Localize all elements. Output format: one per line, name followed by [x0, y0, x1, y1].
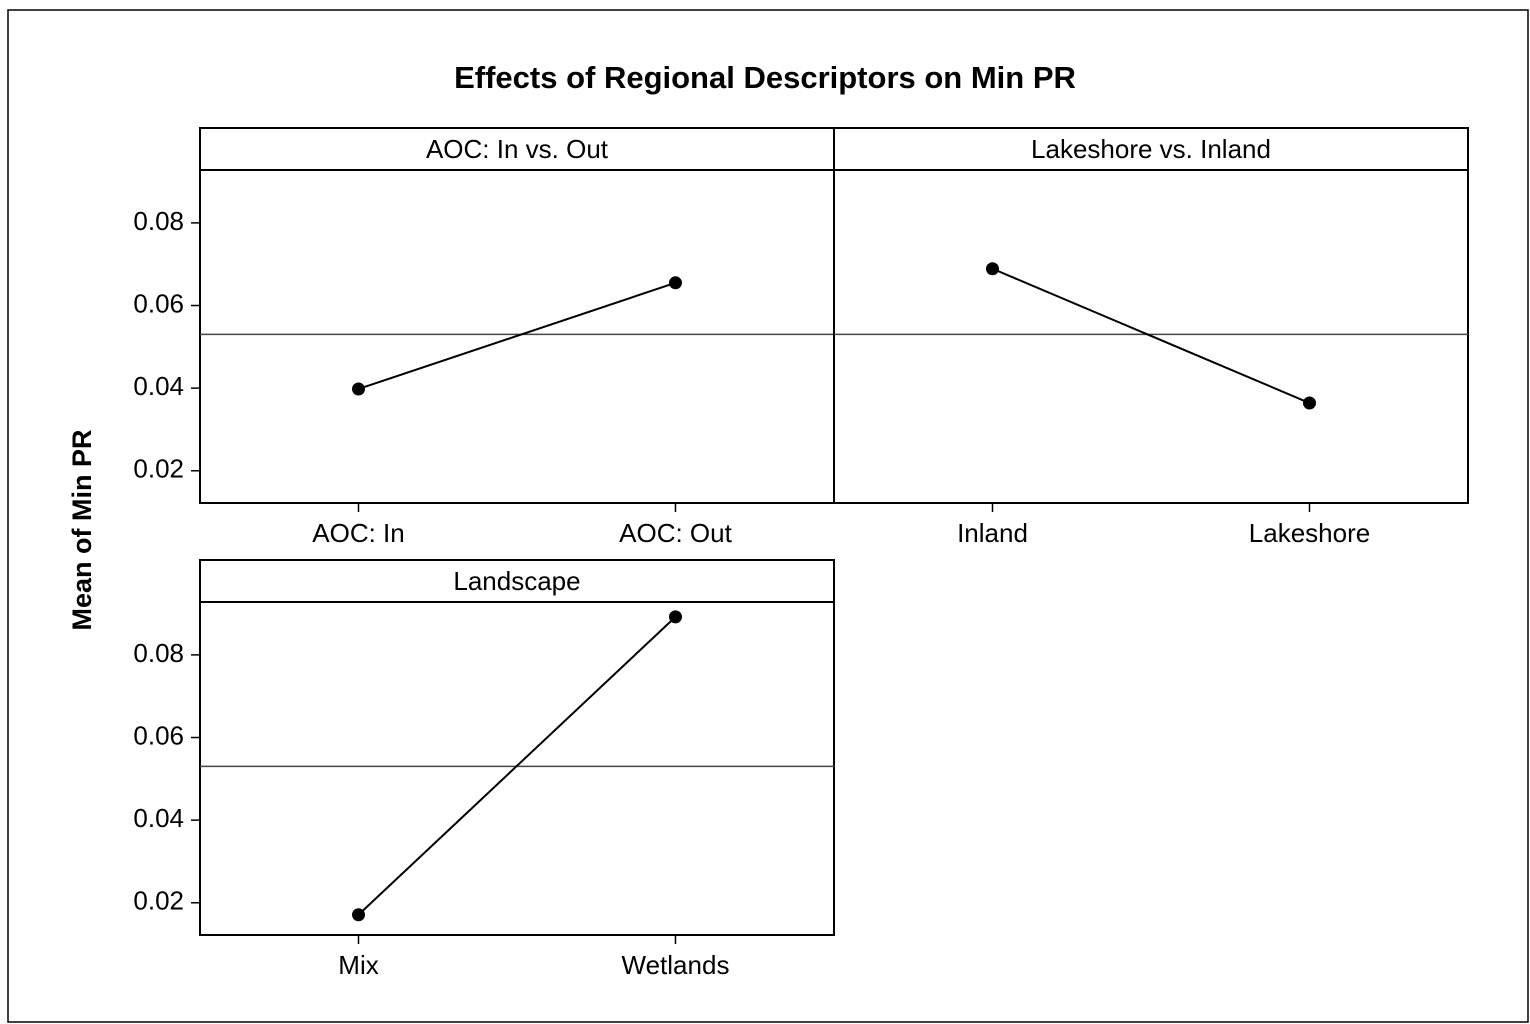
- y-tick-label: 0.02: [133, 454, 184, 484]
- y-tick-label: 0.06: [133, 720, 184, 750]
- panel-frame: [833, 169, 1469, 504]
- data-point: [352, 382, 365, 396]
- y-tick-label: 0.08: [133, 206, 184, 236]
- panel-title: Lakeshore vs. Inland: [1031, 134, 1271, 164]
- data-point: [352, 908, 365, 922]
- y-tick-label: 0.04: [133, 371, 184, 401]
- y-axis-label: Mean of Min PR: [67, 430, 97, 631]
- panel-title: Landscape: [453, 566, 580, 596]
- data-point: [1303, 396, 1316, 410]
- effect-line: [358, 281, 676, 390]
- panel-header: [199, 559, 835, 603]
- data-point: [986, 262, 999, 276]
- frame: [7, 9, 1529, 1023]
- effect-line: [992, 267, 1310, 404]
- x-tick-label: AOC: In: [312, 518, 404, 548]
- x-tick-label: Lakeshore: [1249, 518, 1370, 548]
- chart-title: Effects of Regional Descriptors on Min P…: [454, 60, 1076, 95]
- y-tick-label: 0.02: [133, 886, 184, 916]
- x-tick-label: Mix: [338, 950, 378, 980]
- x-tick-label: Wetlands: [622, 950, 730, 980]
- panel-title: AOC: In vs. Out: [426, 134, 609, 164]
- data-point: [669, 276, 682, 290]
- y-tick-label: 0.06: [133, 288, 184, 318]
- data-point: [669, 610, 682, 624]
- y-tick-label: 0.04: [133, 803, 184, 833]
- panel-frame: [199, 601, 835, 936]
- y-tick-label: 0.08: [133, 638, 184, 668]
- effect-line: [357, 616, 677, 916]
- x-tick-label: AOC: Out: [619, 518, 732, 548]
- x-tick-label: Inland: [957, 518, 1028, 548]
